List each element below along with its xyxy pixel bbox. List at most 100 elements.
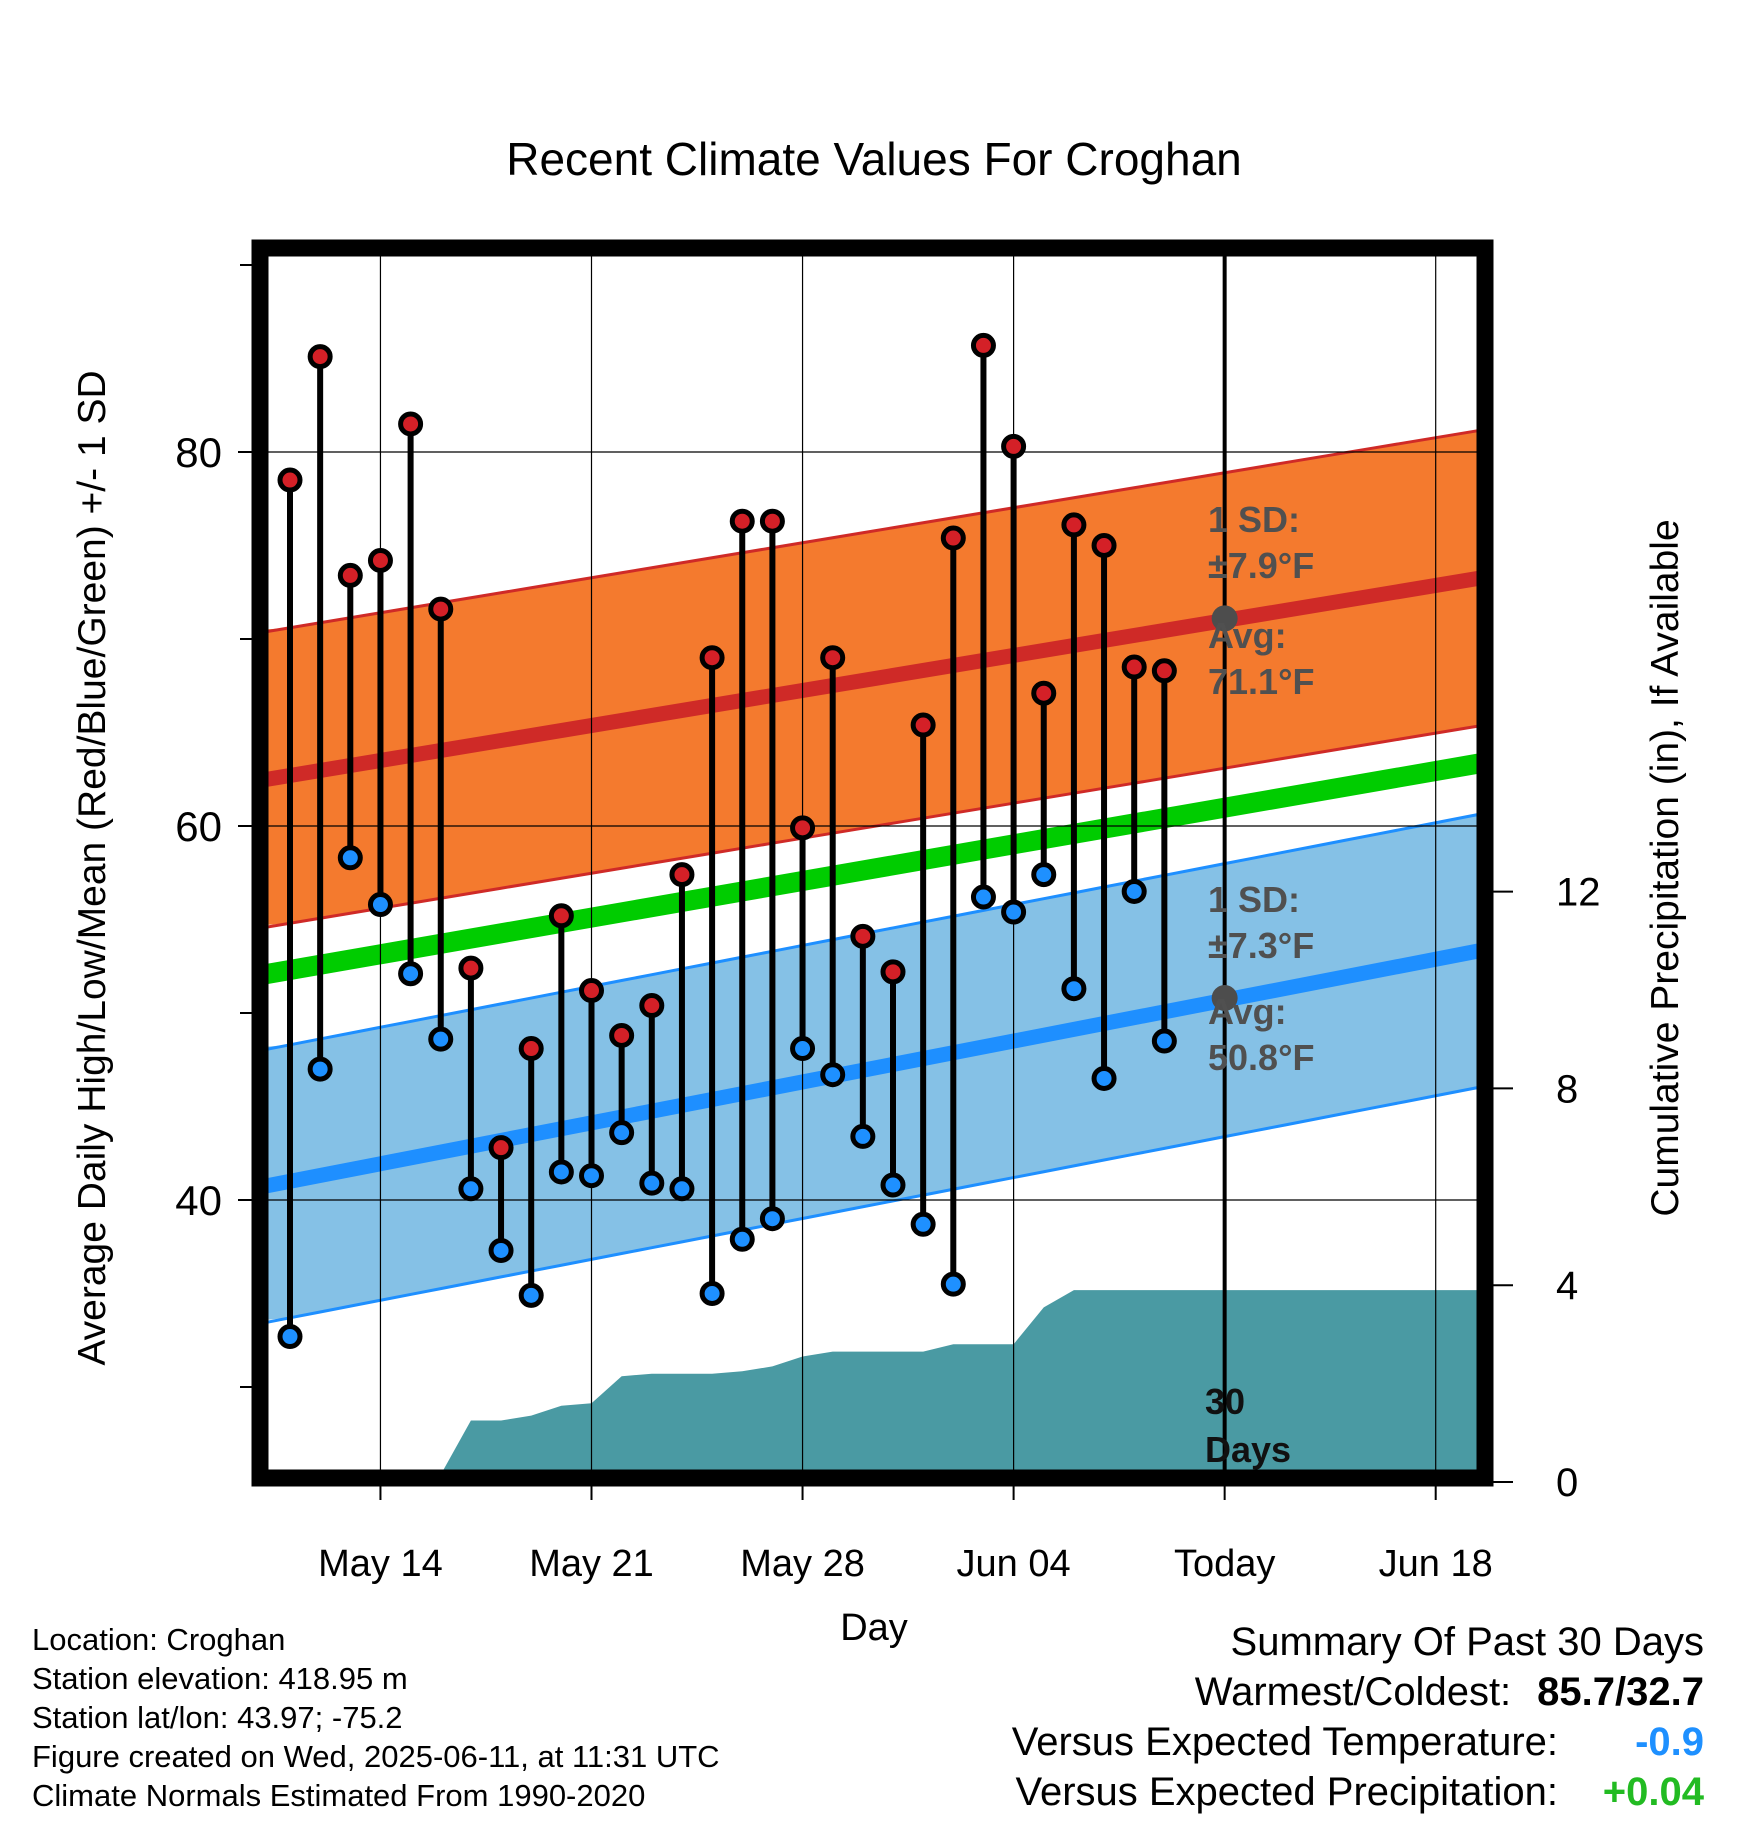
daily-low-point — [639, 1170, 665, 1196]
daily-low-point — [699, 1281, 725, 1306]
low-sd-value: ±7.3°F — [1208, 925, 1314, 966]
daily-high-point — [518, 1036, 544, 1062]
daily-high-point — [1061, 512, 1087, 538]
plot-frame — [251, 239, 1494, 1487]
x-axis-label: Day — [840, 1607, 908, 1649]
y2-tick-label: 0 — [1556, 1461, 1578, 1505]
precip-label: Versus Expected Precipitation: — [1015, 1770, 1558, 1814]
high-avg-value: 71.1°F — [1208, 661, 1314, 702]
today-marker-days: Days — [1205, 1429, 1291, 1470]
daily-high-point — [910, 712, 936, 738]
daily-low-point — [669, 1176, 695, 1202]
daily-low-point — [548, 1159, 574, 1185]
cumulative-precip-area — [426, 1290, 1485, 1478]
daily-low-point — [337, 845, 363, 871]
summary-temp-row: Versus Expected Temperature: -0.9 — [1012, 1717, 1704, 1767]
created-text: Figure created on Wed, 2025-06-11, at 11… — [32, 1739, 720, 1774]
daily-high-point — [699, 645, 725, 671]
daily-high-point — [639, 993, 665, 1019]
normal-high-average-line — [260, 569, 1485, 788]
summary-title: Summary Of Past 30 Days — [1230, 1620, 1704, 1664]
daily-low-point — [970, 884, 996, 910]
daily-high-point — [940, 525, 966, 551]
x-tick-label: May 28 — [740, 1543, 865, 1585]
temp-value: -0.9 — [1635, 1720, 1704, 1764]
y2-axis-label: Cumulative Precipitation (in), If Availa… — [1644, 519, 1687, 1216]
daily-low-point — [428, 1026, 454, 1052]
daily-low-point — [1061, 976, 1087, 1002]
daily-high-point — [970, 332, 996, 358]
daily-low-point — [398, 961, 424, 987]
y-tick-label: 40 — [175, 1177, 222, 1224]
low-sd-label: 1 SD: — [1208, 879, 1300, 920]
daily-low-point — [790, 1036, 816, 1062]
today-marker-count: 30 — [1205, 1381, 1245, 1422]
x-tick-label: May 21 — [529, 1543, 654, 1585]
daily-high-point — [880, 959, 906, 985]
daily-low-point — [518, 1282, 544, 1308]
daily-low-point — [850, 1123, 876, 1149]
daily-high-point — [398, 411, 424, 437]
daily-low-point — [367, 892, 393, 918]
high-sd-label: 1 SD: — [1208, 499, 1300, 540]
daily-low-point — [1001, 899, 1027, 925]
daily-low-point — [1091, 1065, 1117, 1091]
daily-low-point — [1031, 862, 1057, 888]
daily-low-point — [609, 1120, 635, 1146]
summary-warm-cold-row: Warmest/Coldest: 85.7/32.7 — [1012, 1667, 1704, 1717]
daily-low-point — [1151, 1028, 1177, 1054]
x-tick-label: Jun 18 — [1379, 1543, 1493, 1585]
precip-value: +0.04 — [1602, 1770, 1704, 1814]
high-sd-value: ±7.9°F — [1208, 545, 1314, 586]
y2-tick-label: 12 — [1556, 871, 1601, 915]
normal-high-band-lower-edge — [260, 723, 1485, 930]
low-avg-value: 50.8°F — [1208, 1037, 1314, 1078]
daily-high-point — [367, 547, 393, 573]
latlon-text: Station lat/lon: 43.97; -75.2 — [32, 1700, 403, 1735]
plot-area: 1 SD: ±7.9°F Avg: 71.1°F 1 SD: ±7.3°F Avg: 50.8… — [260, 248, 1485, 1478]
y2-tick-label: 4 — [1556, 1264, 1578, 1308]
daily-low-point — [458, 1176, 484, 1202]
y-tick-label: 80 — [175, 429, 222, 476]
low-avg-label: Avg: — [1208, 991, 1287, 1032]
daily-high-point — [1091, 533, 1117, 558]
daily-high-point — [548, 903, 574, 929]
daily-low-point — [488, 1237, 514, 1263]
normals-text: Climate Normals Estimated From 1990-2020 — [32, 1778, 646, 1813]
daily-high-point — [488, 1135, 514, 1161]
daily-high-point — [458, 955, 484, 981]
temp-label: Versus Expected Temperature: — [1011, 1720, 1558, 1764]
daily-low-point — [579, 1163, 604, 1189]
daily-high-point — [669, 862, 695, 888]
normal-mean-line — [260, 752, 1485, 986]
x-tick-label: Jun 04 — [957, 1543, 1071, 1585]
normal-high-band-upper-edge — [260, 427, 1485, 635]
location-text: Location: Croghan — [32, 1622, 286, 1657]
daily-high-point — [820, 645, 846, 671]
station-info: Location: Croghan Station elevation: 418… — [32, 1620, 720, 1815]
daily-high-point — [277, 467, 303, 493]
daily-low-point — [759, 1206, 785, 1232]
daily-low-point — [910, 1211, 936, 1237]
x-tick-label: May 14 — [318, 1543, 443, 1585]
normal-low-band-lower-edge — [260, 1084, 1485, 1326]
daily-high-point — [1121, 654, 1147, 680]
today-avg-high-marker — [1211, 605, 1238, 632]
y-tick-label: 60 — [175, 803, 222, 850]
y2-tick-label: 8 — [1556, 1067, 1578, 1111]
daily-high-point — [1151, 658, 1177, 684]
daily-high-point — [759, 508, 785, 534]
daily-low-point — [820, 1062, 846, 1088]
daily-high-point — [729, 508, 755, 534]
chart-title: Recent Climate Values For Croghan — [506, 133, 1241, 185]
daily-low-point — [880, 1172, 906, 1198]
summary-precip-row: Versus Expected Precipitation: +0.04 — [1012, 1767, 1704, 1817]
today-avg-low-marker — [1211, 985, 1238, 1012]
daily-low-point — [729, 1226, 755, 1252]
elevation-text: Station elevation: 418.95 m — [32, 1661, 408, 1696]
x-tick-label: Today — [1174, 1543, 1275, 1585]
daily-high-point — [609, 1022, 635, 1048]
warm-cold-label: Warmest/Coldest: — [1194, 1670, 1512, 1714]
daily-low-point — [307, 1056, 333, 1082]
